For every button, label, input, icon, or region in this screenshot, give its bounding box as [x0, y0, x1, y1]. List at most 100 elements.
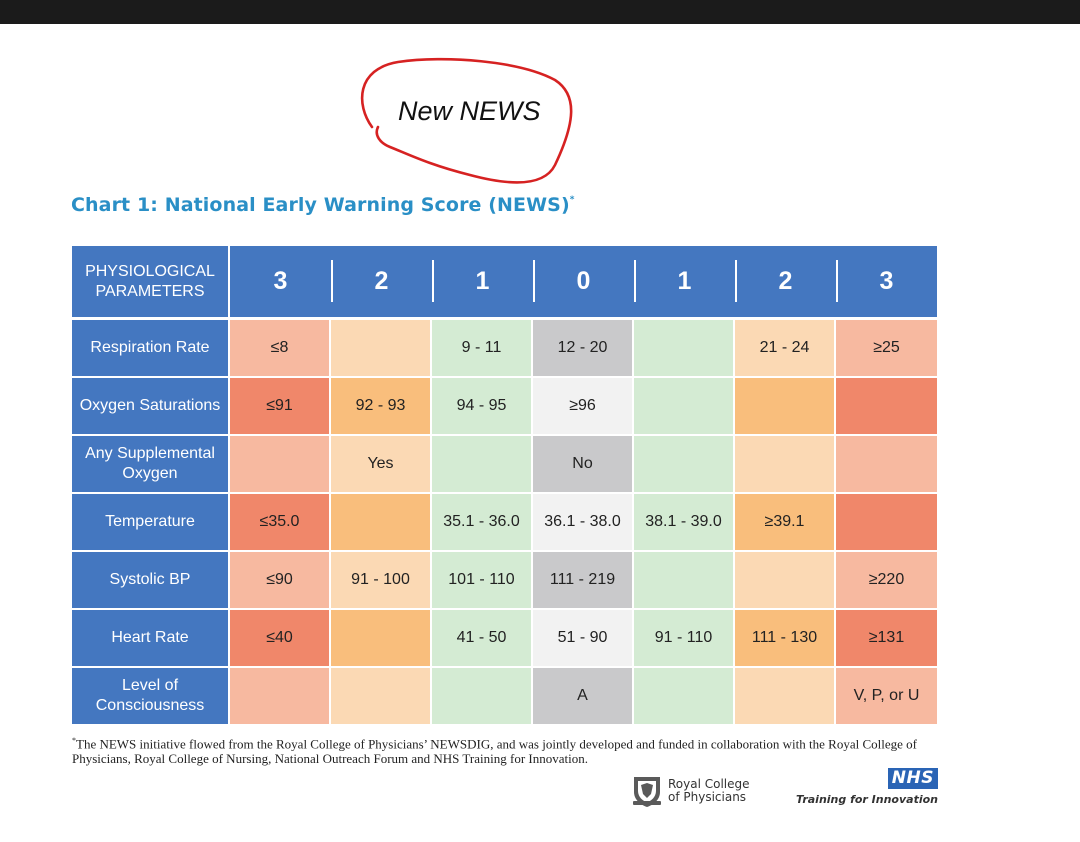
- table-cell: 111 - 219: [533, 552, 634, 610]
- header-separator: [634, 260, 636, 302]
- score-header-label: 2: [374, 267, 389, 295]
- table-cell: [230, 668, 331, 726]
- row-divider: [80, 666, 218, 668]
- header-spacer: [72, 317, 937, 320]
- chart-title-footnote-mark: *: [569, 194, 575, 205]
- row-label: Level of Consciousness: [72, 668, 230, 726]
- news-score-table: PHYSIOLOGICAL PARAMETERS 3 2 1 0 1 2 3 R…: [72, 246, 937, 726]
- row-label: Any Supplemental Oxygen: [72, 436, 230, 494]
- table-cell: ≥39.1: [735, 494, 836, 552]
- row-label: Respiration Rate: [72, 320, 230, 378]
- score-header-label: 1: [475, 267, 490, 295]
- table-cell: ≤35.0: [230, 494, 331, 552]
- table-cell: [735, 378, 836, 436]
- row-label-text: Level of Consciousness: [95, 677, 205, 714]
- news-table-wrapper: PHYSIOLOGICAL PARAMETERS 3 2 1 0 1 2 3 R…: [72, 246, 937, 726]
- table-cell: [634, 436, 735, 494]
- table-cell: [634, 320, 735, 378]
- row-label-text: Heart Rate: [111, 629, 189, 646]
- row-divider: [80, 492, 218, 494]
- table-cell: 9 - 11: [432, 320, 533, 378]
- table-cell: No: [533, 436, 634, 494]
- table-row-heart-rate: Heart Rate ≤40 41 - 50 51 - 90 91 - 110 …: [72, 610, 937, 668]
- score-header: 1: [634, 246, 735, 317]
- table-cell: 35.1 - 36.0: [432, 494, 533, 552]
- table-cell: ≥131: [836, 610, 937, 668]
- table-cell: [836, 378, 937, 436]
- score-header-label: 3: [273, 267, 288, 295]
- row-divider: [80, 376, 218, 378]
- row-label-text: Respiration Rate: [90, 339, 210, 356]
- spacer-cell: [72, 317, 937, 320]
- table-cell: [331, 668, 432, 726]
- table-cell: ≤90: [230, 552, 331, 610]
- table-cell: 12 - 20: [533, 320, 634, 378]
- table-cell: [331, 320, 432, 378]
- table-cell: Yes: [331, 436, 432, 494]
- table-cell: 21 - 24: [735, 320, 836, 378]
- row-label-text: Any Supplemental Oxygen: [85, 445, 215, 482]
- table-cell: ≥25: [836, 320, 937, 378]
- physiological-parameters-header: PHYSIOLOGICAL PARAMETERS: [72, 246, 230, 317]
- footnote-mark: *: [72, 736, 76, 745]
- row-divider: [80, 434, 218, 436]
- top-bar: [0, 0, 1080, 24]
- score-header: 2: [331, 246, 432, 317]
- table-cell: [230, 436, 331, 494]
- table-cell: 111 - 130: [735, 610, 836, 668]
- score-header-label: 3: [879, 267, 894, 295]
- table-row-supplemental-oxygen: Any Supplemental Oxygen Yes No: [72, 436, 937, 494]
- table-cell: ≤8: [230, 320, 331, 378]
- royal-college-of-physicians-logo: Royal College of Physicians: [632, 774, 750, 808]
- table-cell: [432, 668, 533, 726]
- score-header: 2: [735, 246, 836, 317]
- table-cell: [331, 494, 432, 552]
- table-cell: 91 - 110: [634, 610, 735, 668]
- score-header: 3: [230, 246, 331, 317]
- nhs-tagline: Training for Innovation: [796, 793, 938, 806]
- score-header: 3: [836, 246, 937, 317]
- table-cell: [735, 436, 836, 494]
- table-row-respiration-rate: Respiration Rate ≤8 9 - 11 12 - 20 21 - …: [72, 320, 937, 378]
- header-separator: [533, 260, 535, 302]
- row-divider: [80, 608, 218, 610]
- table-cell: [331, 610, 432, 668]
- row-label: Heart Rate: [72, 610, 230, 668]
- chart-title: Chart 1: National Early Warning Score (N…: [71, 194, 575, 216]
- table-cell: [735, 668, 836, 726]
- header-separator: [432, 260, 434, 302]
- row-label: Temperature: [72, 494, 230, 552]
- footnote: *The NEWS initiative flowed from the Roy…: [72, 733, 942, 766]
- table-cell: [634, 378, 735, 436]
- table-cell: 92 - 93: [331, 378, 432, 436]
- score-header-label: 0: [576, 267, 591, 295]
- table-cell: ≥220: [836, 552, 937, 610]
- header-row: PHYSIOLOGICAL PARAMETERS 3 2 1 0 1 2 3: [72, 246, 937, 317]
- header-separator: [836, 260, 838, 302]
- table-cell: 101 - 110: [432, 552, 533, 610]
- rcp-text: Royal College of Physicians: [668, 778, 750, 804]
- table-row-oxygen-saturations: Oxygen Saturations ≤91 92 - 93 94 - 95 ≥…: [72, 378, 937, 436]
- table-cell: [634, 552, 735, 610]
- table-cell: [836, 494, 937, 552]
- table-cell: [432, 436, 533, 494]
- row-label: Oxygen Saturations: [72, 378, 230, 436]
- header-separator: [331, 260, 333, 302]
- table-cell: [735, 552, 836, 610]
- score-header: 1: [432, 246, 533, 317]
- row-label: Systolic BP: [72, 552, 230, 610]
- score-header-label: 1: [677, 267, 692, 295]
- footnote-text: The NEWS initiative flowed from the Roya…: [72, 736, 917, 767]
- rcp-line-1: Royal College: [668, 777, 750, 791]
- row-label-text: Temperature: [105, 513, 195, 530]
- table-cell: [836, 436, 937, 494]
- score-header: 0: [533, 246, 634, 317]
- table-cell: 91 - 100: [331, 552, 432, 610]
- table-cell: 94 - 95: [432, 378, 533, 436]
- table-cell: ≤40: [230, 610, 331, 668]
- table-cell: 51 - 90: [533, 610, 634, 668]
- table-cell: A: [533, 668, 634, 726]
- table-cell: [634, 668, 735, 726]
- table-cell: V, P, or U: [836, 668, 937, 726]
- row-label-text: Systolic BP: [109, 571, 191, 588]
